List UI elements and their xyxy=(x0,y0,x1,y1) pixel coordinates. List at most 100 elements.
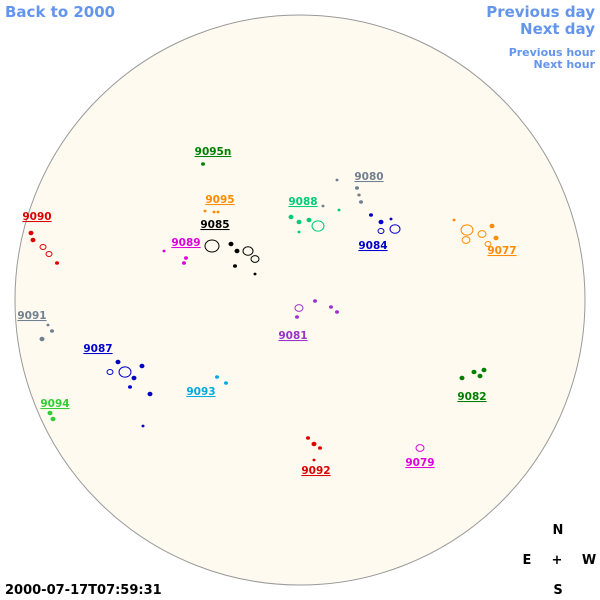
region-label[interactable]: 9088 xyxy=(288,196,317,208)
region-label[interactable]: 9082 xyxy=(457,391,486,403)
sunspot xyxy=(306,217,312,223)
sunspot xyxy=(50,416,56,422)
sunspot xyxy=(477,373,483,379)
sunspot xyxy=(28,230,34,236)
sunspot xyxy=(477,230,487,238)
compass-center: + xyxy=(552,553,563,568)
region-label[interactable]: 9079 xyxy=(405,457,434,469)
sunspot xyxy=(294,304,304,312)
sunspot xyxy=(389,217,393,221)
sunspot xyxy=(39,336,45,342)
compass-north: N xyxy=(553,523,564,538)
sunspot xyxy=(311,220,325,232)
region-label[interactable]: 9085 xyxy=(200,219,229,231)
next-day-link[interactable]: Next day xyxy=(520,20,595,38)
sunspot xyxy=(139,363,145,369)
region-label[interactable]: 9077 xyxy=(487,245,516,257)
sunspot xyxy=(389,224,401,234)
region-label[interactable]: 9093 xyxy=(186,386,215,398)
sunspot xyxy=(295,315,299,319)
sunspot xyxy=(306,436,310,440)
sunspot xyxy=(250,255,260,263)
sunspot xyxy=(335,178,339,182)
solar-disk xyxy=(14,14,586,586)
sunspot xyxy=(357,193,361,197)
sunspot xyxy=(359,200,363,204)
sunspot xyxy=(216,210,220,214)
sunspot xyxy=(484,240,492,248)
sunspot xyxy=(184,256,188,260)
sunspot xyxy=(489,223,495,229)
region-label[interactable]: 9094 xyxy=(40,398,69,410)
sunspot xyxy=(377,227,385,235)
sunspot xyxy=(224,381,228,385)
sunspot xyxy=(460,224,474,236)
sunspot xyxy=(141,424,145,428)
sunspot xyxy=(378,219,384,225)
sunspot xyxy=(337,208,341,212)
sunspot xyxy=(30,237,36,243)
previous-hour-link[interactable]: Previous hour xyxy=(509,46,596,59)
sunspot xyxy=(459,375,465,381)
sunspot xyxy=(233,264,237,268)
sunspot xyxy=(118,366,132,378)
sunspot xyxy=(47,410,53,416)
compass-east: E xyxy=(523,553,532,568)
timestamp: 2000-07-17T07:59:31 xyxy=(5,583,162,598)
region-label[interactable]: 9095n xyxy=(195,146,232,158)
compass-west: W xyxy=(582,553,596,568)
sunspot xyxy=(106,368,114,376)
sunspot xyxy=(131,375,137,381)
sunspot xyxy=(115,359,121,365)
sunspot xyxy=(312,458,316,462)
sunspot xyxy=(39,243,47,251)
sunspot xyxy=(201,162,205,166)
sunspot xyxy=(461,236,471,244)
sunspot xyxy=(55,261,59,265)
sunspot xyxy=(311,441,317,447)
region-label[interactable]: 9081 xyxy=(278,330,307,342)
sunspot xyxy=(288,214,294,220)
sunspot xyxy=(297,230,301,234)
sunspot xyxy=(493,235,499,241)
sunspot xyxy=(452,218,456,222)
sunspot xyxy=(329,305,333,309)
region-label[interactable]: 9090 xyxy=(22,211,51,223)
previous-day-link[interactable]: Previous day xyxy=(486,3,595,21)
sunspot xyxy=(228,241,234,247)
sunspot xyxy=(128,385,132,389)
sunspot xyxy=(203,209,207,213)
region-label[interactable]: 9089 xyxy=(171,237,200,249)
back-link[interactable]: Back to 2000 xyxy=(5,3,115,21)
next-hour-link[interactable]: Next hour xyxy=(534,58,596,71)
sunspot xyxy=(242,246,254,256)
sunspot xyxy=(313,299,317,303)
sunspot xyxy=(355,186,359,190)
sunspot xyxy=(147,391,153,397)
sunspot xyxy=(215,375,219,379)
region-label[interactable]: 9080 xyxy=(354,171,383,183)
sunspot xyxy=(46,323,50,327)
sunspot xyxy=(415,444,425,452)
sunspot xyxy=(162,249,166,253)
sunspot xyxy=(212,210,216,214)
sunspot xyxy=(253,272,257,276)
sunspot xyxy=(471,369,477,375)
sunspot xyxy=(481,367,487,373)
sunspot xyxy=(369,213,373,217)
sunspot xyxy=(204,239,220,253)
sunspot xyxy=(335,310,339,314)
sunspot xyxy=(50,329,54,333)
sunspot xyxy=(296,219,302,225)
compass-south: S xyxy=(553,583,562,598)
region-label[interactable]: 9092 xyxy=(301,465,330,477)
sunspot xyxy=(45,250,53,258)
sunspot xyxy=(182,261,186,265)
region-label[interactable]: 9091 xyxy=(17,310,46,322)
region-label[interactable]: 9095 xyxy=(205,194,234,206)
region-label[interactable]: 9084 xyxy=(358,240,387,252)
sunspot xyxy=(321,204,325,208)
sunspot xyxy=(234,248,240,254)
region-label[interactable]: 9087 xyxy=(83,343,112,355)
